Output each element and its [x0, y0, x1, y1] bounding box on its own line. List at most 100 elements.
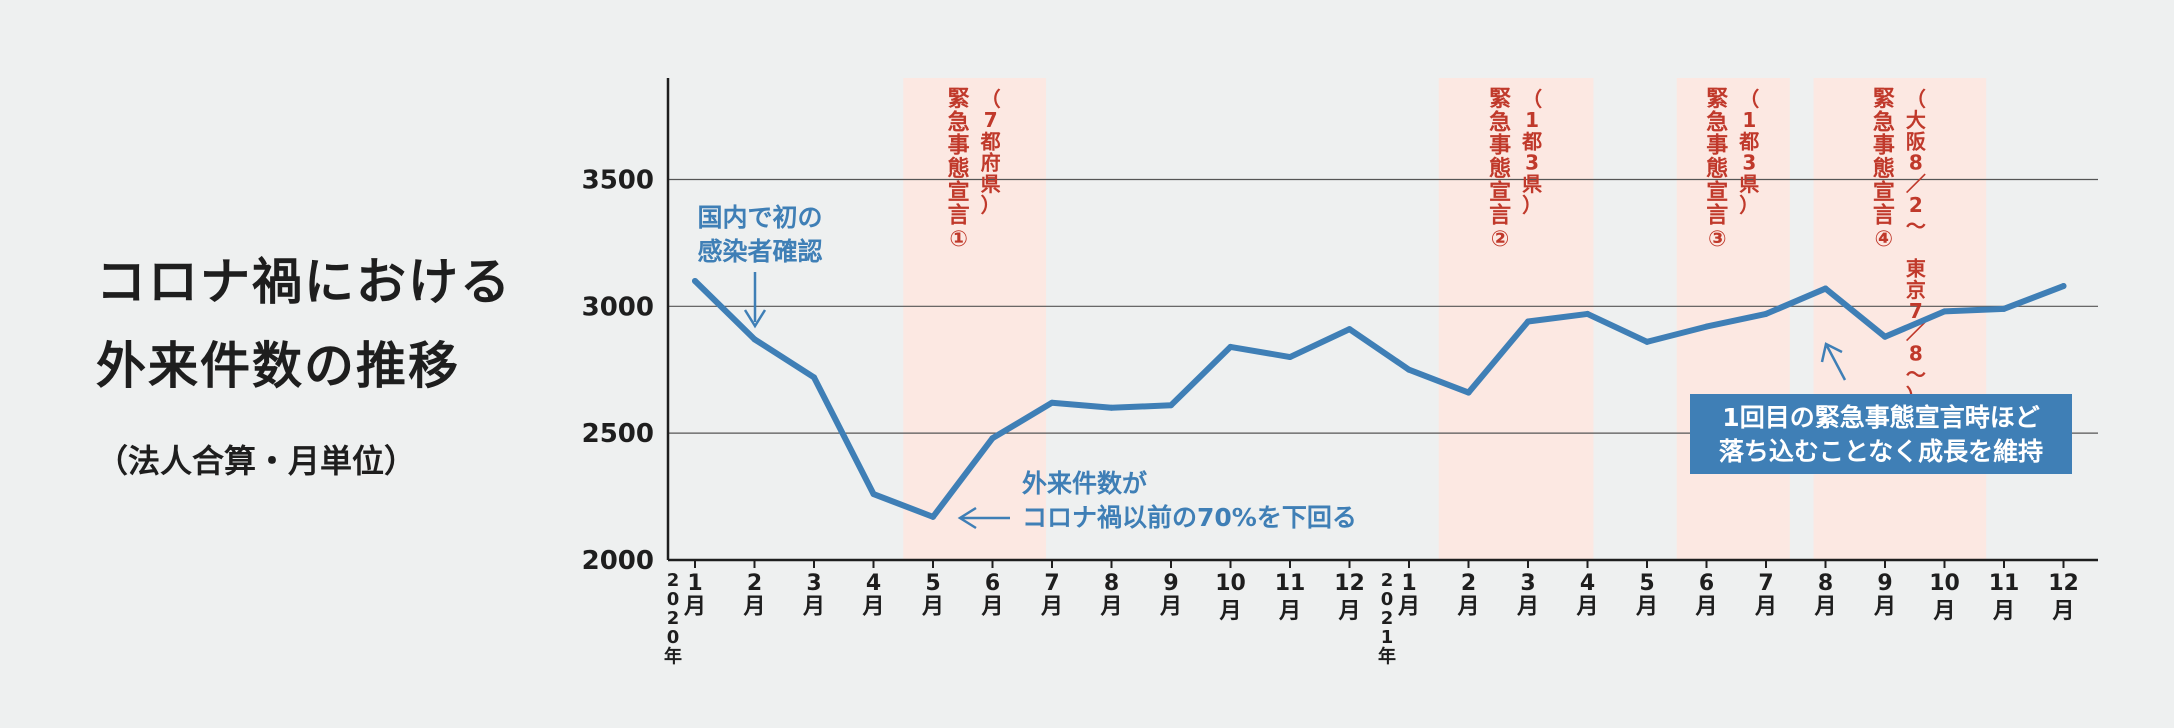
data-point-23	[2060, 283, 2067, 290]
svg-text:言: 言	[948, 203, 970, 229]
svg-text:7: 7	[1044, 571, 1059, 596]
arrow-growth-head	[1820, 342, 1843, 363]
svg-text:6: 6	[1699, 571, 1714, 596]
y-tick-labels: 2000 2500 3000 3500	[582, 165, 654, 576]
data-point-5	[989, 435, 996, 442]
svg-text:9: 9	[1877, 571, 1892, 596]
svg-text:都: 都	[1521, 129, 1542, 153]
svg-text:2: 2	[1461, 571, 1476, 596]
svg-text:月: 月	[742, 594, 765, 619]
x-tick-label-17: 6月	[1694, 571, 1717, 619]
series-line	[692, 277, 2067, 520]
svg-text:緊: 緊	[1489, 87, 1511, 112]
svg-text:月: 月	[1575, 594, 1598, 619]
svg-text:2: 2	[1381, 608, 1394, 629]
x-tick-labels: 1月2月3月4月5月6月7月8月9月10月11月12月1月2月3月4月5月6月7…	[664, 560, 2079, 667]
title-line-1: コロナ禍における	[96, 253, 512, 311]
x-tick-num-22: 11	[1989, 571, 2020, 596]
svg-text:阪: 阪	[1906, 129, 1927, 153]
svg-text:0: 0	[1381, 589, 1394, 610]
svg-text:7: 7	[1758, 571, 1773, 596]
x-tick-label-2: 3月	[802, 571, 825, 619]
svg-text:5: 5	[925, 571, 940, 596]
svg-text:）: ）	[1522, 193, 1542, 217]
chart-title: コロナ禍における 外来件数の推移	[96, 240, 512, 408]
data-point-12	[1406, 366, 1412, 373]
svg-text:年: 年	[664, 645, 682, 667]
svg-text:宣: 宣	[948, 179, 970, 205]
svg-text:事: 事	[1706, 133, 1728, 159]
y-tick-2500: 2500	[582, 419, 654, 449]
data-point-13	[1465, 389, 1472, 396]
data-point-1	[751, 336, 758, 343]
svg-text:急: 急	[1706, 109, 1728, 135]
svg-text:緊: 緊	[1873, 87, 1895, 112]
svg-text:宣: 宣	[1873, 179, 1895, 205]
svg-text:8: 8	[1818, 571, 1833, 596]
svg-text:都: 都	[1738, 129, 1759, 153]
data-point-14	[1525, 318, 1531, 325]
x-tick-unit-9: 月	[1218, 599, 1241, 624]
svg-text:月: 月	[1040, 594, 1063, 619]
svg-text:月: 月	[1516, 594, 1539, 619]
svg-text:8: 8	[1104, 571, 1119, 596]
svg-text:月: 月	[921, 594, 944, 619]
svg-text:9: 9	[1163, 571, 1178, 596]
x-tick-unit-11: 月	[1337, 599, 1360, 624]
data-point-10	[1287, 354, 1293, 361]
data-point-6	[1049, 399, 1055, 406]
data-point-2	[811, 374, 817, 381]
svg-text:宣: 宣	[1489, 179, 1511, 205]
x-tick-label-7: 8月	[1099, 571, 1122, 619]
svg-text:月: 月	[1456, 594, 1479, 619]
x-tick-unit-10: 月	[1278, 599, 1301, 624]
x-tick-num-9: 10	[1215, 571, 1246, 596]
annotation-drop-1: 外来件数が	[1022, 469, 1147, 498]
svg-text:月: 月	[1873, 594, 1896, 619]
data-point-17	[1703, 323, 1710, 330]
svg-text:4: 4	[866, 571, 881, 596]
data-point-3	[870, 491, 877, 498]
data-point-20	[1882, 333, 1888, 340]
svg-text:事: 事	[948, 133, 970, 159]
x-tick-num-10: 11	[1275, 571, 1306, 596]
svg-text:2: 2	[1909, 193, 1923, 217]
emergency-band-1	[903, 78, 1047, 560]
svg-text:宣: 宣	[1706, 179, 1728, 205]
svg-text:④: ④	[1875, 227, 1894, 252]
svg-text:府: 府	[981, 151, 1001, 175]
svg-text:態: 態	[1873, 156, 1895, 182]
svg-text:事: 事	[1873, 133, 1895, 159]
annotation-growth-2: 落ち込むことなく成長を維持	[1719, 437, 2043, 466]
svg-text:4: 4	[1580, 571, 1595, 596]
svg-text:東: 東	[1906, 257, 1926, 281]
svg-text:県: 県	[1739, 172, 1759, 196]
svg-text:1: 1	[687, 571, 702, 596]
x-tick-label-3: 4月	[861, 571, 884, 619]
data-point-15	[1584, 310, 1591, 317]
x-tick-num-23: 12	[2048, 571, 2079, 596]
svg-text:月: 月	[802, 594, 825, 619]
svg-text:言: 言	[1873, 203, 1895, 229]
x-tick-label-18: 7月	[1754, 571, 1777, 619]
svg-text:1: 1	[1525, 108, 1539, 132]
callout-box	[1690, 394, 2072, 474]
svg-text:月: 月	[1754, 594, 1777, 619]
svg-text:2: 2	[667, 570, 680, 591]
x-tick-label-16: 5月	[1635, 571, 1658, 619]
svg-text:月: 月	[1397, 594, 1420, 619]
svg-text:（: （	[1522, 87, 1542, 111]
svg-text:態: 態	[1489, 156, 1511, 182]
svg-text:）: ）	[1739, 193, 1759, 217]
x-tick-label-14: 3月	[1516, 571, 1539, 619]
svg-text:月: 月	[1099, 594, 1122, 619]
svg-text:月: 月	[1813, 594, 1836, 619]
y-tick-3500: 3500	[582, 165, 654, 195]
